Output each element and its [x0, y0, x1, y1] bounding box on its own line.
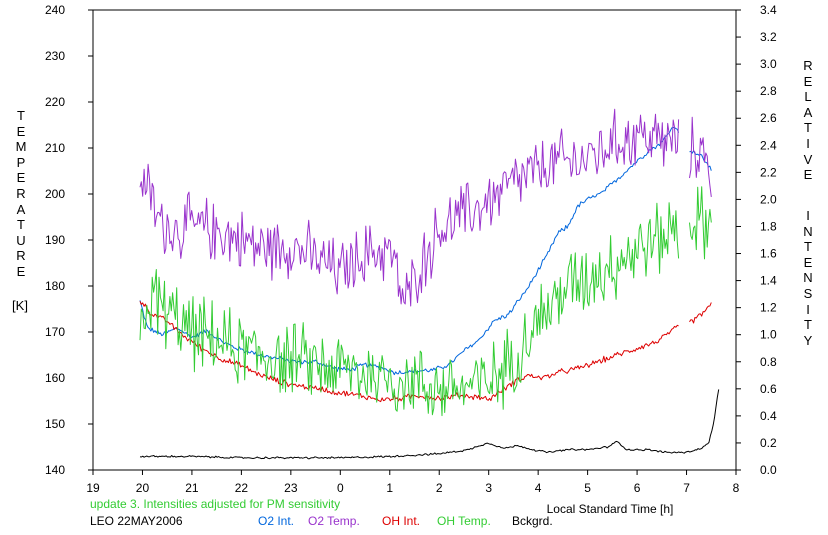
- right-tick-label: 0.8: [760, 355, 777, 369]
- x-tick-label: 8: [733, 481, 740, 495]
- x-axis: 19 20 21 22 23 0 1 2 3 4 5 6 7 8: [86, 470, 740, 495]
- right-tick-label: 2.6: [760, 111, 777, 125]
- x-tick-label: 2: [436, 481, 443, 495]
- series-line-1: [139, 108, 712, 307]
- right-y-axis: 0.0 0.2 0.4 0.6 0.8 1.0 1.2 1.4 1.6 1.8 2.0 2.2 2.4 2…: [736, 3, 777, 477]
- x-axis-label: Local Standard Time [h]: [547, 502, 674, 516]
- legend-item: O2 Temp.: [308, 514, 360, 528]
- legend-item: O2 Int.: [258, 514, 295, 528]
- series-line-4: [139, 389, 720, 460]
- left-y-axis: 140 150 160 170 180 190 200 210 220 230 240: [45, 3, 93, 477]
- x-tick-label: 5: [584, 481, 591, 495]
- series-line-3: [139, 186, 712, 417]
- left-tick-label: 150: [45, 417, 65, 431]
- right-tick-label: 3.0: [760, 57, 777, 71]
- x-tick-label: 4: [535, 481, 542, 495]
- right-tick-label: 0.0: [760, 463, 777, 477]
- series-lines: [139, 108, 720, 460]
- legend-item: OH Int.: [382, 514, 421, 528]
- right-tick-label: 0.6: [760, 382, 777, 396]
- series-line-2: [139, 301, 712, 403]
- right-tick-label: 1.2: [760, 301, 777, 315]
- footer-note: update 3. Intensities adjusted for PM se…: [90, 497, 341, 511]
- right-tick-label: 1.8: [760, 219, 777, 233]
- left-tick-label: 180: [45, 279, 65, 293]
- legend-item: Bckgrd.: [512, 514, 553, 528]
- left-tick-label: 190: [45, 233, 65, 247]
- right-tick-label: 2.4: [760, 138, 777, 152]
- x-tick-label: 22: [235, 481, 249, 495]
- right-tick-label: 0.4: [760, 409, 777, 423]
- left-tick-label: 210: [45, 141, 65, 155]
- right-tick-label: 1.6: [760, 247, 777, 261]
- right-y-axis-label-line2: I N T E N S I T Y: [803, 208, 813, 348]
- right-tick-label: 2.2: [760, 165, 777, 179]
- x-tick-label: 3: [485, 481, 492, 495]
- x-tick-label: 23: [284, 481, 298, 495]
- right-tick-label: 2.8: [760, 84, 777, 98]
- left-tick-label: 140: [45, 463, 65, 477]
- footer-station: LEO 22MAY2006: [90, 514, 183, 528]
- right-tick-label: 3.4: [760, 3, 777, 17]
- x-tick-label: 20: [136, 481, 150, 495]
- left-tick-label: 200: [45, 187, 65, 201]
- x-tick-label: 21: [185, 481, 199, 495]
- left-tick-label: 240: [45, 3, 65, 17]
- left-y-axis-unit: [K]: [12, 298, 28, 313]
- right-tick-label: 3.2: [760, 30, 777, 44]
- right-tick-label: 2.0: [760, 192, 777, 206]
- x-tick-label: 19: [86, 481, 100, 495]
- x-tick-label: 7: [683, 481, 690, 495]
- left-y-axis-label: T E M P E R A T U R E: [15, 108, 27, 279]
- x-tick-label: 6: [634, 481, 641, 495]
- left-tick-label: 160: [45, 371, 65, 385]
- right-tick-label: 1.4: [760, 274, 777, 288]
- right-tick-label: 0.2: [760, 436, 777, 450]
- x-tick-label: 1: [386, 481, 393, 495]
- right-y-axis-label-line1: R E L A T I V E: [803, 58, 813, 183]
- left-tick-label: 230: [45, 49, 65, 63]
- left-tick-label: 170: [45, 325, 65, 339]
- legend-item: OH Temp.: [437, 514, 491, 528]
- plot-frame: [92, 9, 737, 471]
- right-tick-label: 1.0: [760, 328, 777, 342]
- left-tick-label: 220: [45, 95, 65, 109]
- x-tick-label: 0: [337, 481, 344, 495]
